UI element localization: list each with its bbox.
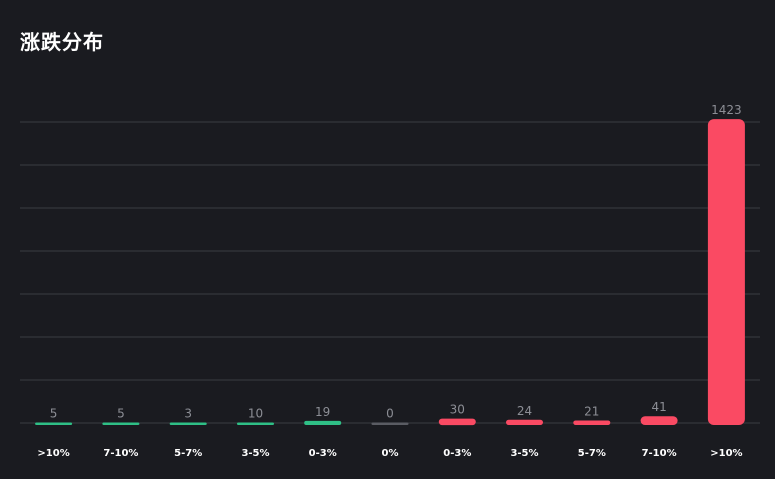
value-label: 21 — [584, 405, 599, 419]
bars — [35, 119, 745, 426]
value-label: 5 — [117, 407, 125, 421]
bar — [237, 422, 274, 425]
bar — [102, 422, 140, 425]
category-label: 0-3% — [309, 448, 337, 459]
bar — [640, 416, 678, 425]
category-label: >10% — [710, 448, 742, 459]
category-label: 7-10% — [642, 448, 677, 459]
bar — [506, 419, 543, 425]
bar — [371, 422, 409, 425]
value-label: 1423 — [711, 103, 742, 117]
category-label: 7-10% — [103, 448, 138, 459]
value-label: 19 — [315, 405, 330, 419]
bar — [707, 119, 745, 425]
category-label: 3-5% — [241, 448, 269, 459]
category-label: 3-5% — [510, 448, 538, 459]
bar — [438, 418, 476, 426]
category-label: 5-7% — [174, 448, 202, 459]
bar — [573, 420, 611, 425]
grid-lines — [20, 121, 760, 424]
category-label: >10% — [37, 448, 69, 459]
value-labels: 5 5 3 10 19 0 30 24 21 41 1423 — [50, 103, 742, 420]
value-label: 0 — [386, 407, 394, 421]
category-labels: >10% 7-10% 5-7% 3-5% 0-3% 0% 0-3% 3-5% 5-7% 7-10%… — [37, 448, 742, 459]
value-label: 24 — [517, 404, 532, 418]
value-label: 30 — [450, 403, 465, 417]
category-label: 0% — [382, 448, 399, 459]
value-label: 5 — [50, 407, 58, 421]
bar — [304, 420, 342, 425]
bar — [35, 422, 73, 425]
value-label: 3 — [184, 407, 192, 421]
chart-title: 涨跌分布 — [20, 30, 104, 54]
bar — [169, 422, 207, 425]
value-label: 41 — [651, 400, 666, 414]
category-label: 0-3% — [443, 448, 471, 459]
category-label: 5-7% — [578, 448, 606, 459]
value-label: 10 — [248, 407, 263, 421]
